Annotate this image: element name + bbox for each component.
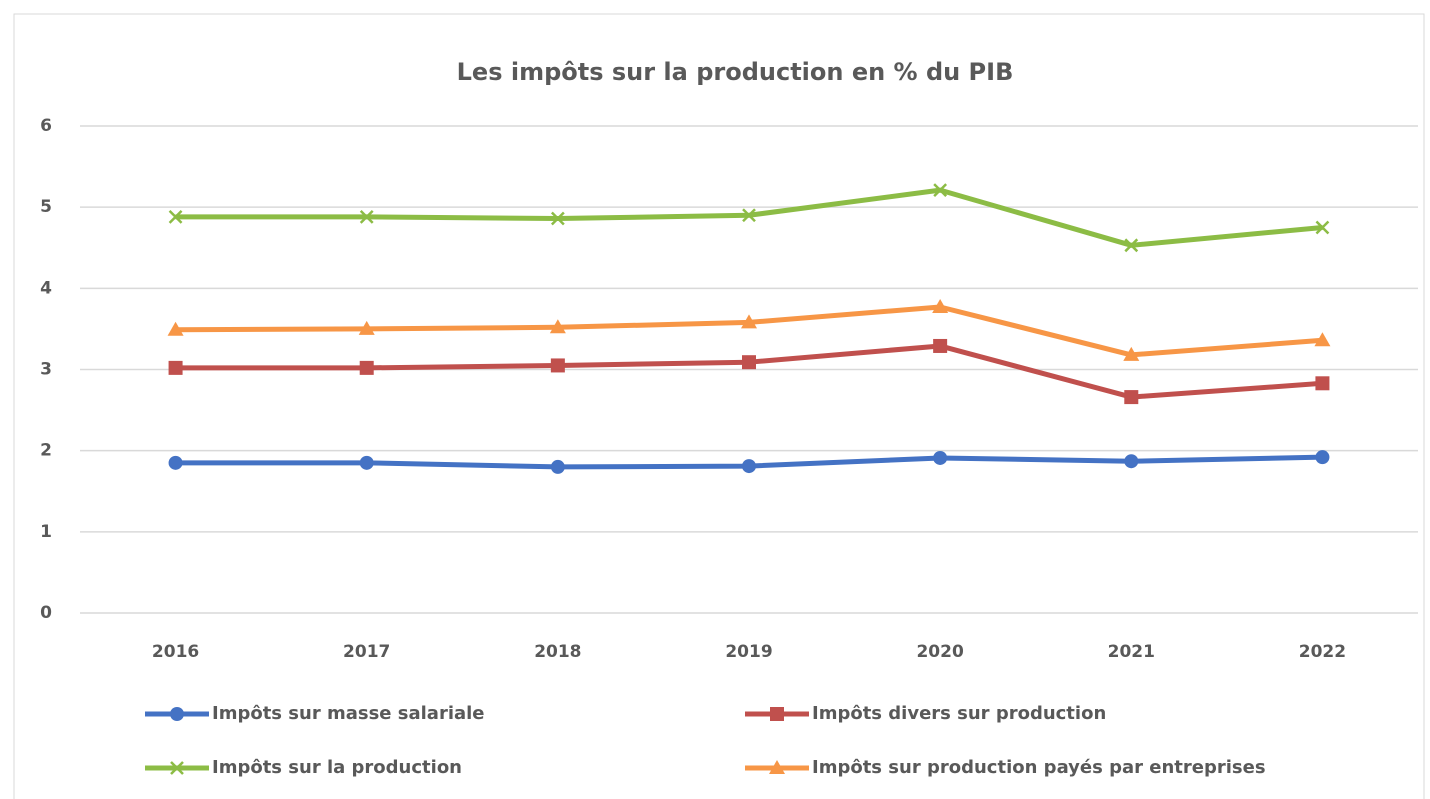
x-tick-label: 2020 xyxy=(916,642,963,662)
marker xyxy=(168,360,183,375)
legend-label: Impôts sur masse salariale xyxy=(212,703,485,724)
x-tick-label: 2019 xyxy=(725,642,772,662)
marker xyxy=(359,455,374,470)
x-tick-label: 2017 xyxy=(343,642,390,662)
marker xyxy=(1314,332,1331,347)
marker xyxy=(933,338,948,353)
marker xyxy=(932,299,949,314)
marker xyxy=(170,761,184,775)
marker xyxy=(167,321,184,336)
marker xyxy=(1315,450,1330,465)
marker xyxy=(933,183,948,198)
marker xyxy=(769,760,785,774)
x-tick-label: 2022 xyxy=(1299,642,1346,662)
marker xyxy=(168,210,183,224)
marker xyxy=(742,459,756,474)
legend-label: Impôts divers sur production xyxy=(812,703,1106,724)
marker xyxy=(549,319,566,334)
x-tick-label: 2021 xyxy=(1108,642,1155,662)
y-tick-label: 6 xyxy=(40,116,52,136)
marker xyxy=(550,211,565,226)
marker xyxy=(742,355,756,370)
y-tick-label: 4 xyxy=(40,278,52,298)
marker xyxy=(742,208,756,223)
chart-frame xyxy=(13,13,1425,799)
x-tick-label: 2018 xyxy=(534,642,581,662)
marker xyxy=(359,360,374,375)
marker xyxy=(550,358,565,373)
marker xyxy=(933,450,948,465)
marker xyxy=(359,210,374,224)
marker xyxy=(741,314,757,329)
y-tick-label: 0 xyxy=(40,603,52,623)
marker xyxy=(1124,390,1139,405)
y-tick-label: 3 xyxy=(40,360,52,380)
legend-label: Impôts sur production payés par entrepri… xyxy=(812,757,1266,778)
y-tick-label: 2 xyxy=(40,441,52,461)
chart-title: Les impôts sur la production en % du PIB xyxy=(457,58,1014,86)
marker xyxy=(1124,238,1139,253)
marker xyxy=(1315,376,1330,391)
marker xyxy=(770,707,784,721)
marker xyxy=(1123,346,1140,361)
x-tick-label: 2016 xyxy=(152,642,199,662)
marker xyxy=(168,455,183,470)
marker xyxy=(1315,220,1330,235)
marker xyxy=(170,707,184,721)
marker xyxy=(1124,454,1139,469)
y-tick-label: 5 xyxy=(40,197,52,217)
marker xyxy=(358,320,375,335)
marker xyxy=(550,459,565,474)
y-tick-label: 1 xyxy=(40,522,52,542)
legend-label: Impôts sur la production xyxy=(212,757,462,778)
